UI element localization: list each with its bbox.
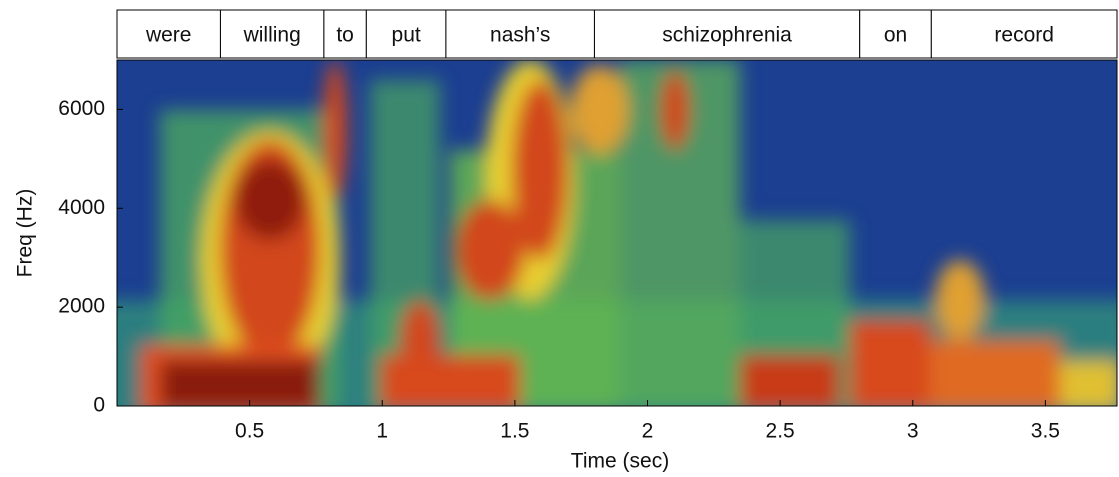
word-label: to xyxy=(336,24,354,47)
word-label: record xyxy=(994,24,1054,47)
x-tick-label: 2 xyxy=(642,420,654,443)
x-axis-label: Time (sec) xyxy=(571,450,669,473)
word-segment xyxy=(365,9,447,59)
word-label: schizophrenia xyxy=(662,24,792,47)
word-label: nash’s xyxy=(490,24,550,47)
word-label: put xyxy=(392,24,421,47)
y-tick-label: 0 xyxy=(93,394,105,417)
x-tick-label: 3.5 xyxy=(1031,420,1060,443)
x-tick-label: 1.5 xyxy=(500,420,529,443)
y-tick-label: 6000 xyxy=(58,97,105,120)
spectrogram-energy xyxy=(117,60,1117,406)
word-label: were xyxy=(145,24,192,47)
word-segment xyxy=(859,9,932,59)
spectrogram-image xyxy=(117,60,1117,406)
x-tick-label: 1 xyxy=(376,420,388,443)
word-label: willing xyxy=(243,24,301,47)
y-axis-label: Freq (Hz) xyxy=(14,189,37,278)
x-tick-label: 2.5 xyxy=(766,420,795,443)
x-tick-label: 0.5 xyxy=(235,420,264,443)
plot-frame xyxy=(116,59,1118,407)
word-segment xyxy=(219,9,325,59)
word-segment xyxy=(116,9,221,59)
word-segment xyxy=(593,9,861,59)
word-segment xyxy=(323,9,367,59)
y-tick-label: 4000 xyxy=(58,196,105,219)
word-label: on xyxy=(884,24,907,47)
y-tick-label: 2000 xyxy=(58,295,105,318)
x-tick-label: 3 xyxy=(907,420,919,443)
word-segment xyxy=(930,9,1118,59)
